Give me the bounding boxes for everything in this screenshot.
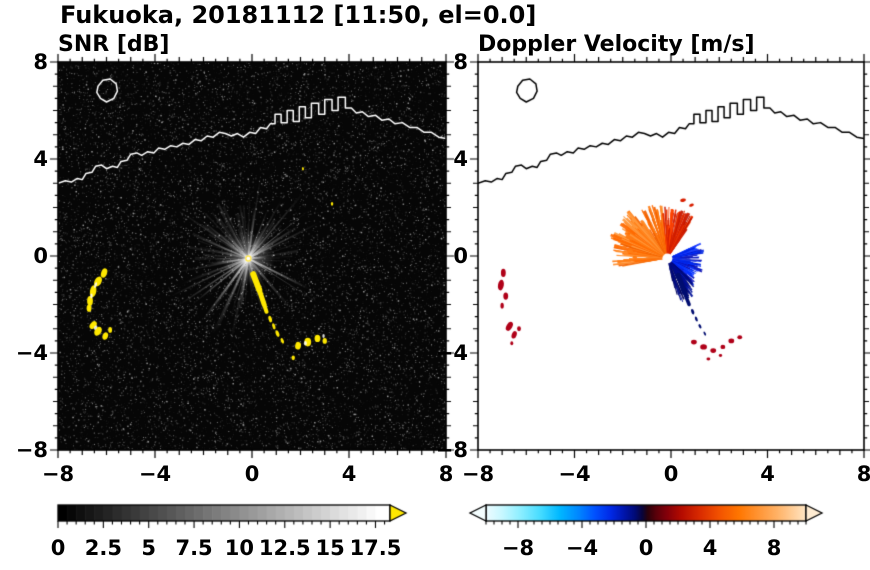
snr-colorbar-canvas: [40, 497, 432, 539]
doppler-map-canvas: [466, 50, 870, 462]
snr-colorbar-label: 2.5: [84, 536, 122, 560]
x-tick-label: 0: [244, 462, 260, 486]
snr-colorbar-label: 0: [50, 536, 66, 560]
x-tick-label: −4: [138, 462, 172, 486]
velocity-colorbar-label: 4: [702, 536, 718, 560]
doppler-colorbar-canvas: [456, 497, 846, 539]
snr-colorbar-label: 5: [141, 536, 157, 560]
velocity-colorbar-label: −4: [565, 536, 599, 560]
x-tick-label: 8: [438, 462, 454, 486]
x-tick-label: 4: [341, 462, 357, 486]
x-tick-label: 0: [663, 462, 679, 486]
velocity-colorbar-label: 8: [766, 536, 782, 560]
y-tick-label: −8: [435, 438, 468, 462]
y-tick-label: 0: [33, 244, 48, 268]
x-tick-label: 4: [760, 462, 775, 486]
figure-title: Fukuoka, 20181112 [11:50, el=0.0]: [60, 1, 537, 29]
snr-colorbar-label: 12.5: [258, 536, 311, 560]
x-tick-label: 8: [856, 462, 870, 486]
snr-colorbar-label: 15: [315, 536, 345, 560]
snr-map-canvas: [46, 50, 458, 462]
velocity-colorbar-label: 0: [638, 536, 654, 560]
y-tick-label: 4: [33, 147, 48, 171]
y-tick-label: −4: [435, 341, 468, 365]
x-tick-label: −8: [461, 462, 495, 486]
snr-colorbar-label: 17.5: [349, 536, 402, 560]
y-tick-label: −8: [15, 438, 48, 462]
x-tick-label: −8: [41, 462, 75, 486]
y-tick-label: −4: [15, 341, 48, 365]
y-tick-label: 8: [33, 50, 48, 74]
x-tick-label: −4: [558, 462, 591, 486]
velocity-colorbar-label: −8: [501, 536, 535, 560]
y-tick-label: 8: [453, 50, 468, 74]
y-tick-label: 0: [453, 244, 468, 268]
snr-colorbar-label: 10: [224, 536, 255, 560]
snr-colorbar-label: 7.5: [175, 536, 213, 560]
y-tick-label: 4: [453, 147, 468, 171]
